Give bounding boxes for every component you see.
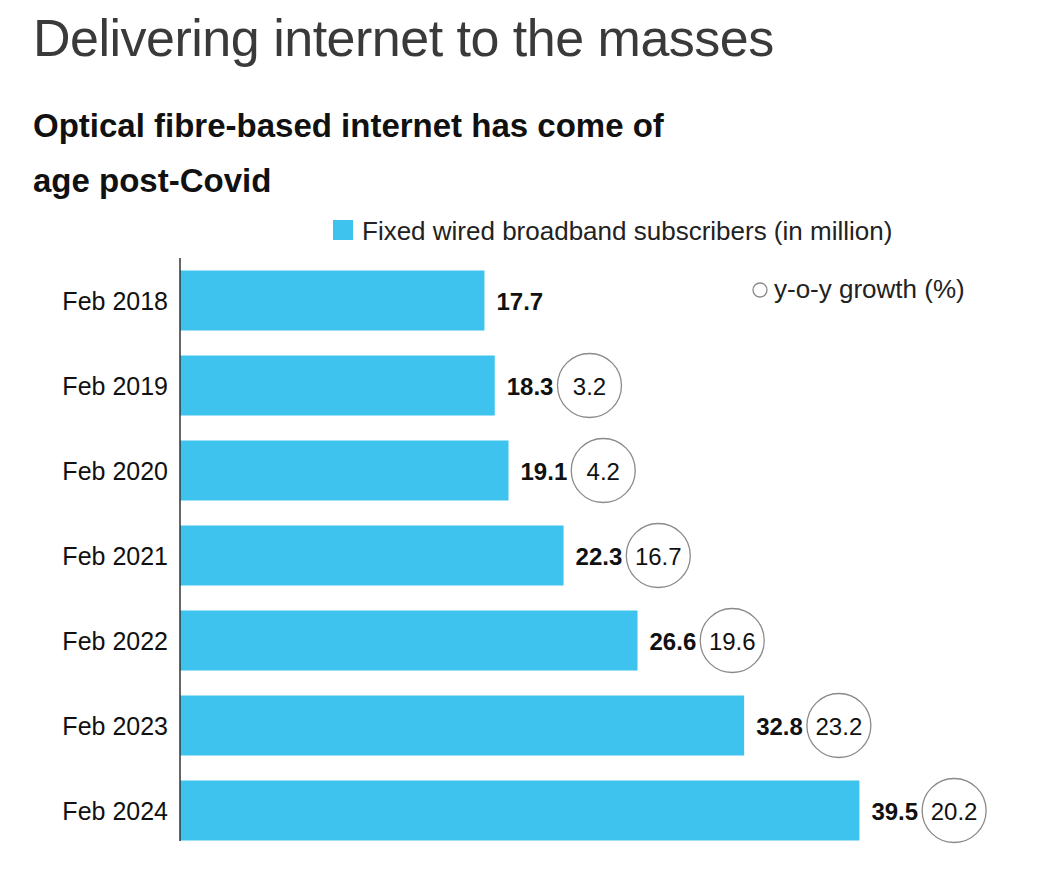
growth-label: 19.6 — [709, 628, 756, 655]
data-label: 17.7 — [496, 288, 543, 315]
subtitle: Optical fibre-based internet has come of… — [33, 98, 693, 208]
chart: Fixed wired broadband subscribers (in mi… — [0, 0, 1045, 869]
growth-circle — [700, 609, 764, 673]
category-label: Feb 2024 — [62, 797, 168, 825]
growth-circle — [626, 524, 690, 588]
bars — [180, 271, 859, 841]
legend-label: y-o-y growth (%) — [774, 274, 965, 304]
growth-circle — [557, 354, 621, 418]
growth-label: 4.2 — [587, 458, 620, 485]
data-label: 22.3 — [576, 543, 623, 570]
bar — [180, 441, 509, 501]
labels: Feb 2018 17.7 Feb 2019 18.3 3.2 Feb 2020 19.1 4… — [62, 287, 986, 843]
growth-circle — [571, 439, 635, 503]
axis-line — [179, 258, 181, 841]
growth-circle — [807, 694, 871, 758]
growth-label: 20.2 — [931, 798, 978, 825]
category-label: Feb 2023 — [62, 712, 168, 740]
category-label: Feb 2022 — [62, 627, 168, 655]
data-label: 39.5 — [871, 798, 918, 825]
category-label: Feb 2021 — [62, 542, 168, 570]
bar — [180, 526, 564, 586]
growth-label: 23.2 — [816, 713, 863, 740]
data-label: 26.6 — [650, 628, 697, 655]
growth-label: 16.7 — [635, 543, 682, 570]
category-label: Feb 2020 — [62, 457, 168, 485]
data-label: 18.3 — [507, 373, 554, 400]
bar — [180, 271, 484, 331]
legend-swatch — [333, 220, 353, 240]
category-label: Feb 2018 — [62, 287, 168, 315]
bar — [180, 696, 744, 756]
bar — [180, 356, 495, 416]
growth-label: 3.2 — [573, 373, 606, 400]
data-label: 32.8 — [756, 713, 803, 740]
bar — [180, 611, 638, 671]
data-label: 19.1 — [521, 458, 568, 485]
title: Delivering internet to the masses — [33, 8, 774, 68]
category-label: Feb 2019 — [62, 372, 168, 400]
legend-marker — [753, 283, 767, 297]
bar — [180, 781, 859, 841]
growth-circle — [922, 779, 986, 843]
legend-label: Fixed wired broadband subscribers (in mi… — [362, 216, 892, 246]
